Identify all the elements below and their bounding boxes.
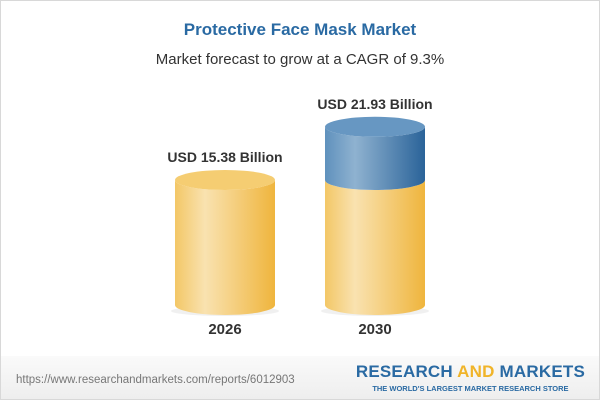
cylinder-top-2026	[175, 170, 275, 190]
logo-text-and: AND	[457, 362, 495, 381]
chart-title: Protective Face Mask Market	[183, 20, 417, 39]
category-label: 2026	[208, 321, 241, 338]
data-label: USD 15.38 Billion	[167, 149, 282, 165]
chart-subtitle: Market forecast to grow at a CAGR of 9.3…	[155, 51, 445, 68]
footer: https://www.researchandmarkets.com/repor…	[1, 356, 599, 399]
cylinder-base-2030	[325, 180, 425, 315]
logo-tagline: THE WORLD'S LARGEST MARKET RESEARCH STOR…	[372, 384, 569, 393]
cylinder-top-2030	[325, 116, 425, 137]
source-url[interactable]: https://www.researchandmarkets.com/repor…	[16, 374, 295, 386]
logo-text: MARKETS	[494, 362, 585, 381]
cylinder-growth-2030	[325, 126, 425, 190]
data-label: USD 21.93 Billion	[317, 96, 432, 112]
research-and-markets-logo: RESEARCH AND MARKETS THE WORLD'S LARGEST…	[356, 362, 585, 393]
cylinder-base-2026	[175, 180, 275, 315]
logo-text: RESEARCH	[355, 362, 458, 381]
category-label: 2030	[358, 321, 391, 338]
